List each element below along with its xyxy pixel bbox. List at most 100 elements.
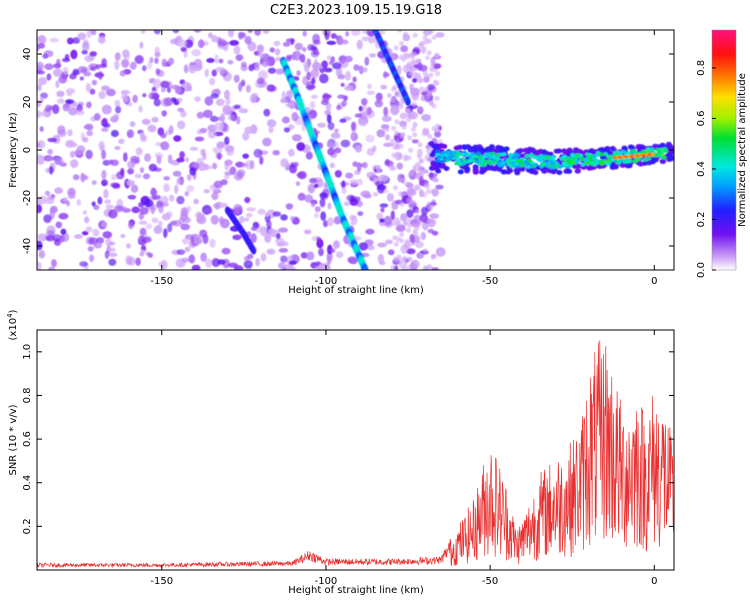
noise-blob <box>200 252 207 262</box>
noise-blob <box>177 120 186 130</box>
noise-blob <box>69 150 76 158</box>
noise-blob <box>43 50 54 58</box>
noise-blob <box>395 224 406 232</box>
band-halo <box>479 169 485 175</box>
noise-blob <box>163 97 174 106</box>
noise-blob <box>356 39 363 50</box>
noise-blob <box>123 152 128 162</box>
noise-blob <box>411 59 416 65</box>
noise-blob <box>212 162 218 170</box>
band-halo <box>503 146 510 152</box>
snr-frame <box>36 329 675 571</box>
noise-blob <box>93 204 100 210</box>
noise-blob <box>380 207 385 213</box>
band-mark <box>454 155 460 160</box>
noise-blob <box>89 51 97 57</box>
noise-blob <box>203 41 209 46</box>
noise-blob <box>148 163 158 172</box>
noise-blob <box>432 79 438 85</box>
noise-blob <box>336 104 342 111</box>
noise-blob <box>169 194 175 202</box>
snr-line <box>37 340 674 569</box>
noise-blob <box>280 255 288 263</box>
noise-blob <box>45 235 55 242</box>
noise-blob <box>386 193 394 202</box>
band-mark <box>485 153 491 157</box>
noise-blob <box>327 121 335 131</box>
band-halo <box>468 146 475 152</box>
band-halo <box>561 148 568 154</box>
noise-blob <box>347 256 358 264</box>
noise-blob <box>407 217 413 223</box>
noise-blob <box>176 195 185 205</box>
noise-blob <box>224 145 235 152</box>
noise-blob <box>49 37 59 43</box>
noise-blob <box>126 243 131 249</box>
noise-blob <box>95 64 101 70</box>
noise-blob <box>435 32 445 38</box>
noise-blob <box>313 58 318 68</box>
band-halo <box>488 165 495 171</box>
noise-blob <box>396 162 404 170</box>
band-mark <box>524 154 530 159</box>
colorbar: 0.0 0.2 0.4 0.6 0.8 Normalized spectral ampl… <box>696 29 748 278</box>
noise-blob <box>53 68 63 77</box>
noise-blob <box>326 142 333 148</box>
noise-blob <box>89 88 96 95</box>
noise-blob <box>310 49 320 58</box>
noise-blob <box>396 254 402 260</box>
noise-blob <box>56 90 65 98</box>
band-halo <box>586 165 593 171</box>
noise-blob <box>361 103 368 113</box>
noise-blob <box>55 80 60 89</box>
noise-blob <box>383 71 388 79</box>
noise-blob <box>108 258 117 266</box>
noise-blob <box>326 55 332 61</box>
band-mark <box>615 150 620 154</box>
noise-blob <box>358 242 369 251</box>
noise-blob <box>288 260 297 266</box>
noise-blob <box>139 252 144 257</box>
streak-mark <box>405 98 411 106</box>
noise-blob <box>264 212 271 217</box>
noise-blob <box>246 213 253 218</box>
noise-blob <box>269 47 275 53</box>
noise-blob <box>327 217 334 227</box>
snr-marks <box>37 340 674 569</box>
band-halo <box>430 160 437 166</box>
noise-blob <box>376 129 386 138</box>
noise-blob <box>129 61 137 70</box>
noise-blob <box>247 253 254 260</box>
noise-blob <box>350 130 357 141</box>
noise-blob <box>257 208 266 215</box>
noise-blob <box>366 106 372 116</box>
noise-blob <box>45 104 52 113</box>
band-halo <box>472 169 479 175</box>
noise-blob <box>224 174 230 180</box>
noise-blob <box>390 98 396 104</box>
noise-blob <box>384 134 391 141</box>
noise-blob <box>340 139 351 148</box>
snr-y-ticks: 0.2 0.4 0.6 0.8 1.0 <box>22 344 674 534</box>
noise-blob <box>194 96 202 102</box>
spectrogram-panel: -150 -100 -50 0 -40 -20 0 20 40 Height of strai… <box>8 29 675 296</box>
noise-blob <box>434 95 440 101</box>
noise-blob <box>167 223 173 233</box>
noise-blob <box>101 169 107 180</box>
band-halo <box>619 162 626 168</box>
noise-blob <box>424 39 430 44</box>
band-mark <box>457 152 463 157</box>
noise-blob <box>420 95 426 102</box>
noise-blob <box>173 135 182 142</box>
noise-blob <box>397 154 403 160</box>
noise-blob <box>313 183 319 189</box>
noise-blob <box>98 140 105 151</box>
noise-blob <box>151 217 159 224</box>
noise-blob <box>389 138 395 144</box>
noise-blob <box>249 160 255 170</box>
noise-blob <box>76 199 82 206</box>
noise-blob <box>391 152 397 158</box>
noise-blob <box>191 264 201 270</box>
noise-blob <box>341 180 346 189</box>
noise-blob <box>267 67 277 74</box>
